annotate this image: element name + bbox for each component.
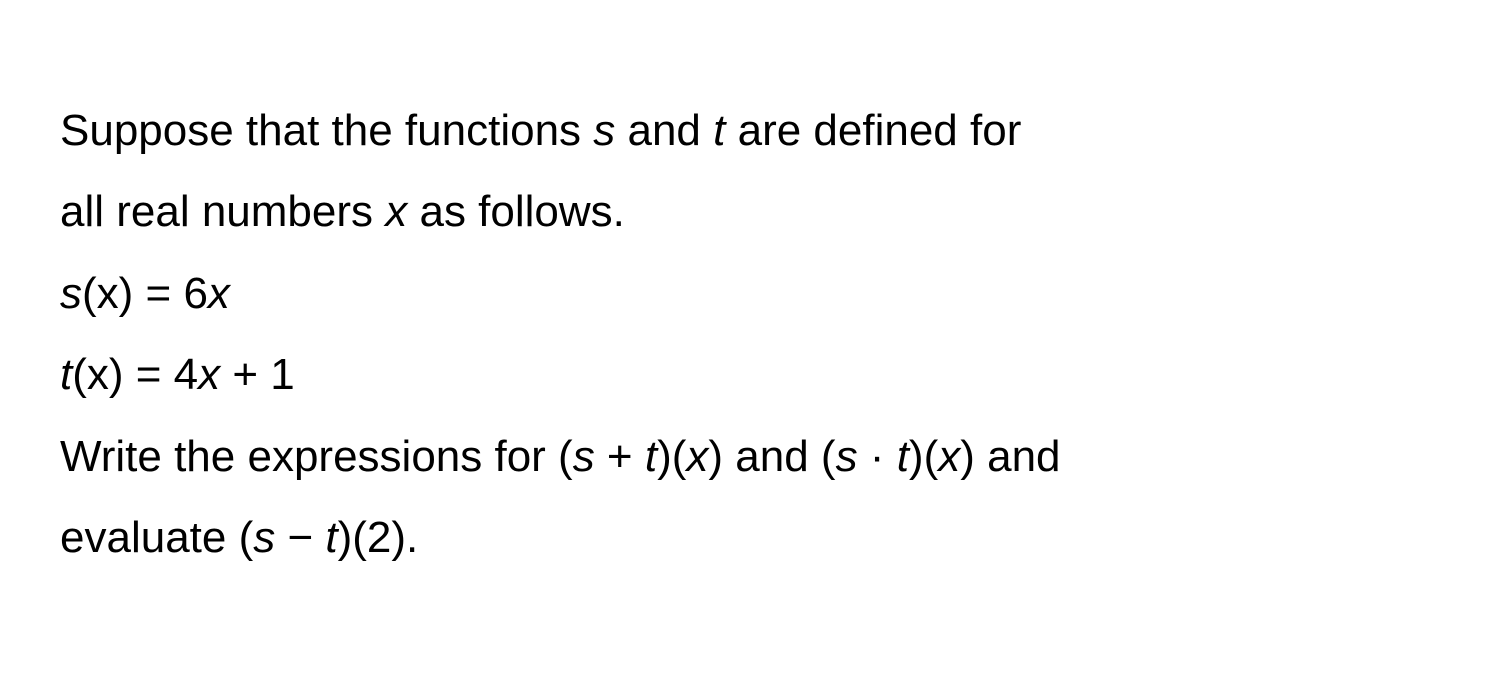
problem-text: Suppose that the functions s and t are d… [0, 0, 1500, 638]
text: )(2). [338, 513, 419, 562]
var-s: s [253, 513, 275, 562]
text-line-6: evaluate (s − t)(2). [60, 497, 1440, 578]
text: + 1 [220, 350, 295, 399]
var-s: s [573, 432, 595, 481]
text: (x) = 6 [82, 269, 208, 318]
text: )( [909, 432, 938, 481]
text: and [615, 106, 713, 155]
var-t: t [645, 432, 657, 481]
text: + [595, 432, 645, 481]
var-x: x [686, 432, 708, 481]
text: all real numbers [60, 187, 385, 236]
text: Suppose that the functions [60, 106, 593, 155]
var-t: t [897, 432, 909, 481]
text: · [858, 432, 897, 481]
text: )( [657, 432, 686, 481]
text: ) and [960, 432, 1060, 481]
var-x: x [198, 350, 220, 399]
var-x: x [938, 432, 960, 481]
var-t: t [60, 350, 72, 399]
text: evaluate ( [60, 513, 253, 562]
var-s: s [836, 432, 858, 481]
equation-s: s(x) = 6x [60, 253, 1440, 334]
text-line-2: all real numbers x as follows. [60, 171, 1440, 252]
text: (x) = 4 [72, 350, 198, 399]
var-t: t [713, 106, 725, 155]
equation-t: t(x) = 4x + 1 [60, 334, 1440, 415]
var-s: s [593, 106, 615, 155]
text: − [275, 513, 325, 562]
var-x: x [208, 269, 230, 318]
var-x: x [385, 187, 407, 236]
text: are defined for [725, 106, 1021, 155]
text: ) and ( [708, 432, 835, 481]
var-t: t [325, 513, 337, 562]
text-line-5: Write the expressions for (s + t)(x) and… [60, 416, 1440, 497]
text: Write the expressions for ( [60, 432, 573, 481]
var-s: s [60, 269, 82, 318]
text-line-1: Suppose that the functions s and t are d… [60, 90, 1440, 171]
text: as follows. [407, 187, 625, 236]
